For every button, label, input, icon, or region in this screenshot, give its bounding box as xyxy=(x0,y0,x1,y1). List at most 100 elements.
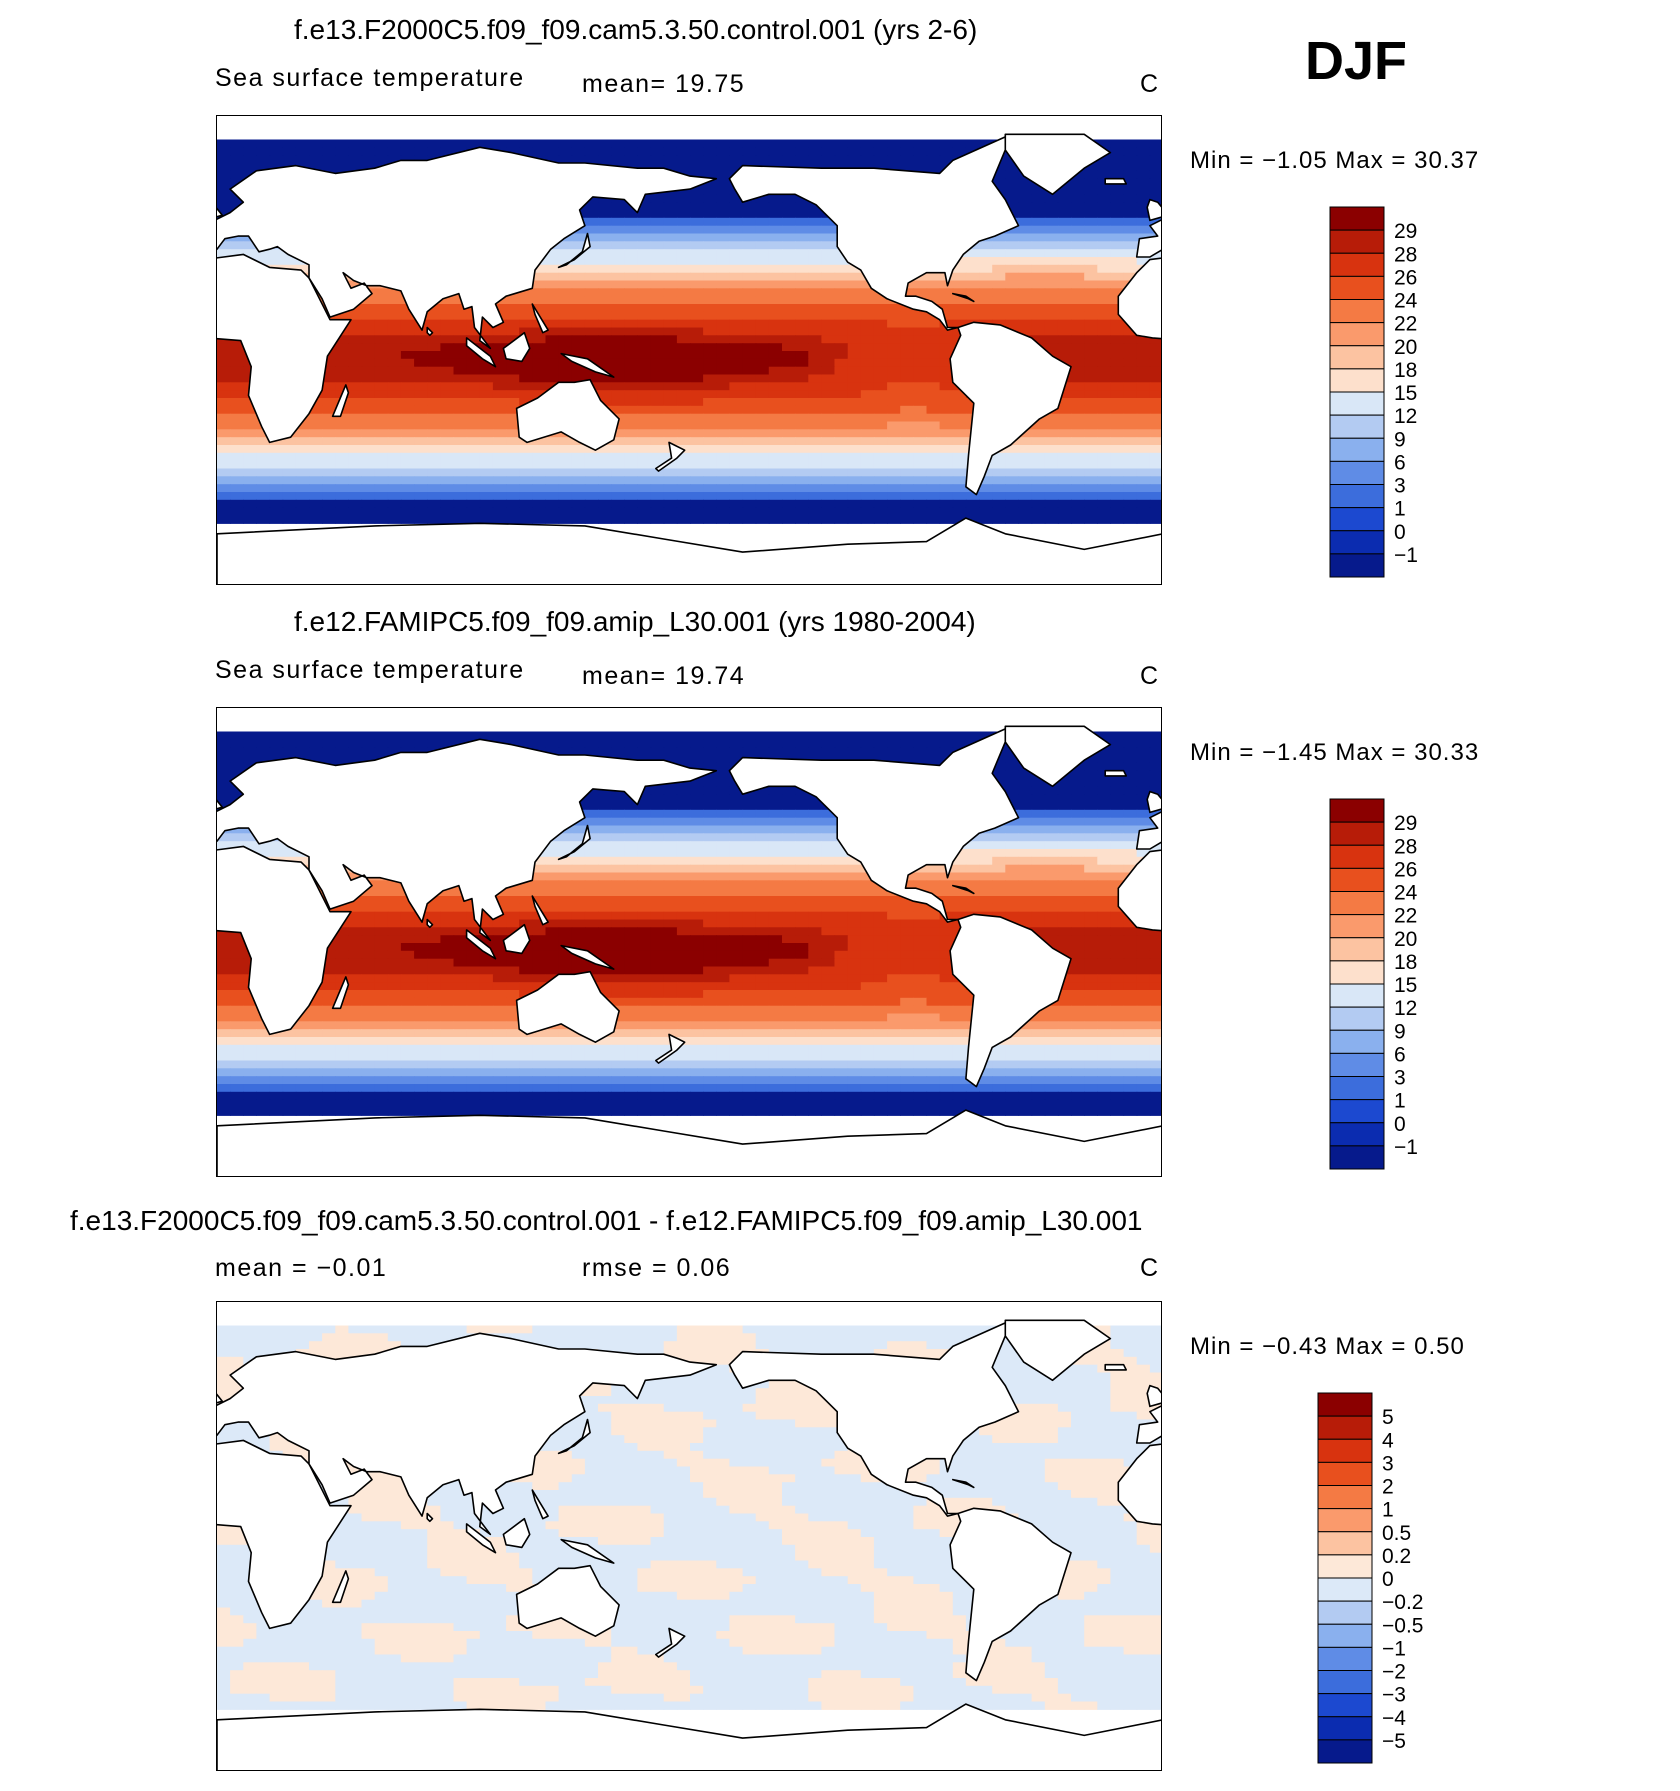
land-outline xyxy=(531,1489,549,1520)
land-outline xyxy=(515,970,620,1043)
colorbar-swatch xyxy=(1329,1145,1385,1170)
colorbar-tick-label: 24 xyxy=(1394,290,1418,313)
land-outline xyxy=(331,384,350,418)
colorbar-swatch xyxy=(1329,867,1385,892)
land-outline xyxy=(502,1517,531,1549)
panel-title: f.e13.F2000C5.f09_f09.cam5.3.50.control.… xyxy=(70,1205,1143,1236)
land-outline xyxy=(217,799,224,810)
colorbar-tick-label: 0.5 xyxy=(1382,1522,1411,1545)
land-outline xyxy=(217,517,1161,584)
continent-outlines xyxy=(217,725,1161,1176)
colorbar-tick-label: 20 xyxy=(1394,336,1417,359)
sst-map-control xyxy=(216,115,1162,585)
land-outline xyxy=(515,1564,620,1637)
colorbar-tick-label: 5 xyxy=(1382,1406,1394,1429)
colorbar-swatch xyxy=(1329,484,1385,509)
colorbar-tick-label: −1 xyxy=(1382,1637,1406,1660)
land-outline xyxy=(217,1393,224,1404)
unit-label: C xyxy=(1140,1254,1160,1282)
map-canvas xyxy=(217,1319,1161,1770)
colorbar-swatch xyxy=(1317,1600,1373,1625)
colorbar-swatch xyxy=(1317,1739,1373,1764)
land-outline xyxy=(560,1538,615,1564)
land-outline xyxy=(426,1512,434,1523)
colorbar-swatch xyxy=(1317,1485,1373,1510)
colorbar-swatch xyxy=(1329,229,1385,254)
colorbar-tick-label: 0 xyxy=(1394,521,1406,544)
land-outline xyxy=(465,1523,497,1554)
land-outline xyxy=(465,337,497,368)
colorbar-swatch xyxy=(1329,1122,1385,1147)
colorbar-swatch xyxy=(1329,299,1385,324)
colorbar-swatch xyxy=(1329,1006,1385,1031)
land-outline xyxy=(655,441,686,472)
land-outline xyxy=(952,292,975,303)
colorbar-swatch xyxy=(1329,1076,1385,1101)
land-outline xyxy=(949,321,1072,496)
colorbar-swatch xyxy=(1317,1577,1373,1602)
land-outline xyxy=(1104,769,1127,777)
panel-title: f.e13.F2000C5.f09_f09.cam5.3.50.control.… xyxy=(294,14,978,45)
colorbar-swatch xyxy=(1317,1554,1373,1579)
colorbar-tick-label: 6 xyxy=(1394,451,1406,474)
land-outline xyxy=(1146,1384,1161,1408)
colorbar-tick-label: 28 xyxy=(1394,835,1417,858)
land-outline xyxy=(1004,725,1112,788)
colorbar-swatch xyxy=(1329,252,1385,277)
colorbar-swatch xyxy=(1329,206,1385,231)
colorbar-swatch xyxy=(1329,530,1385,555)
colorbar-tick-label: 2 xyxy=(1382,1476,1394,1499)
min-max-label: Min = −1.45 Max = 30.33 xyxy=(1190,739,1480,766)
colorbar-swatch xyxy=(1329,275,1385,300)
colorbar-tick-label: −5 xyxy=(1382,1730,1406,1753)
colorbar-swatch xyxy=(1317,1438,1373,1463)
land-outline xyxy=(217,253,352,444)
land-outline xyxy=(655,1627,686,1658)
colorbar-swatch xyxy=(1317,1392,1373,1417)
colorbar-tick-label: 1 xyxy=(1394,1090,1406,1113)
colorbar-tick-label: −4 xyxy=(1382,1707,1406,1730)
colorbar-swatch xyxy=(1329,821,1385,846)
land-outline xyxy=(531,303,549,334)
land-outline xyxy=(1135,1405,1161,1444)
land-outline xyxy=(426,918,434,929)
colorbar-tick-label: 3 xyxy=(1382,1452,1394,1475)
min-max-label: Min = −1.05 Max = 30.37 xyxy=(1190,147,1480,174)
land-outline xyxy=(949,913,1072,1088)
sst-difference-map xyxy=(216,1301,1162,1771)
land-outline xyxy=(557,1418,591,1455)
land-outline xyxy=(502,331,531,363)
colorbar-tick-label: −1 xyxy=(1394,1136,1418,1159)
unit-label: C xyxy=(1140,662,1160,690)
mean-label: mean= 19.75 xyxy=(582,70,746,98)
land-outline xyxy=(1117,849,1161,932)
land-outline xyxy=(949,1507,1072,1682)
land-outline xyxy=(217,845,352,1036)
colorbar-tick-label: 6 xyxy=(1394,1043,1406,1066)
colorbar-tick-label: −0.2 xyxy=(1382,1591,1423,1614)
land-outline xyxy=(952,884,975,895)
unit-label: C xyxy=(1140,70,1160,98)
season-label: DJF xyxy=(1305,31,1408,91)
colorbar-swatch xyxy=(1329,937,1385,962)
colorbar: 29 28 26 24 22 20 18 15 12 9 6 3 1 0 −1 xyxy=(1329,798,1450,1176)
land-outline xyxy=(217,1703,1161,1770)
colorbar-tick-label: 28 xyxy=(1394,243,1417,266)
colorbar-swatch xyxy=(1329,460,1385,485)
colorbar-tick-label: 0 xyxy=(1382,1568,1394,1591)
mean-label: mean= 19.74 xyxy=(582,662,746,690)
land-outline xyxy=(557,232,591,269)
colorbar-tick-label: 9 xyxy=(1394,428,1406,451)
land-outline xyxy=(1104,177,1127,185)
panel-title: f.e12.FAMIPC5.f09_f09.amip_L30.001 (yrs … xyxy=(294,606,976,637)
land-outline xyxy=(217,1332,718,1536)
land-outline xyxy=(1117,1443,1161,1526)
colorbar-tick-label: 20 xyxy=(1394,928,1417,951)
land-outline xyxy=(1004,1319,1112,1382)
land-outline xyxy=(1135,219,1161,258)
colorbar-swatch xyxy=(1329,322,1385,347)
land-outline xyxy=(1146,198,1161,222)
colorbar-swatch xyxy=(1317,1508,1373,1533)
